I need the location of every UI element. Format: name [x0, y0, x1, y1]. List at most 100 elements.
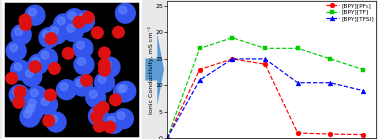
Circle shape [104, 113, 124, 133]
Circle shape [19, 14, 31, 26]
Circle shape [98, 102, 109, 113]
Circle shape [23, 101, 43, 121]
Circle shape [60, 83, 68, 90]
Circle shape [74, 55, 94, 75]
Circle shape [39, 28, 59, 48]
Circle shape [29, 8, 36, 16]
Circle shape [116, 81, 136, 101]
Circle shape [116, 3, 135, 23]
Circle shape [28, 99, 36, 107]
Circle shape [113, 26, 124, 38]
Circle shape [25, 96, 45, 116]
Circle shape [22, 66, 42, 86]
Circle shape [113, 109, 133, 129]
Circle shape [11, 60, 30, 80]
Circle shape [62, 48, 74, 59]
Circle shape [104, 60, 112, 68]
[BPY][PF₆] [230, 58, 235, 60]
Circle shape [28, 54, 48, 74]
Circle shape [99, 64, 110, 76]
Circle shape [99, 47, 110, 59]
Circle shape [13, 88, 20, 96]
Circle shape [27, 104, 35, 112]
[BPY][TFSI] [197, 79, 202, 81]
Circle shape [94, 105, 105, 116]
Circle shape [77, 41, 84, 49]
Circle shape [88, 106, 108, 126]
Circle shape [67, 25, 74, 32]
Circle shape [15, 28, 23, 35]
Circle shape [82, 12, 94, 23]
[BPY][PF₆] [263, 63, 267, 65]
Circle shape [37, 48, 57, 68]
Circle shape [100, 57, 120, 77]
Circle shape [104, 121, 116, 133]
Circle shape [20, 107, 40, 127]
[BPY][TF] [263, 48, 267, 49]
Circle shape [77, 58, 85, 65]
Circle shape [13, 97, 25, 108]
Circle shape [108, 116, 115, 124]
Circle shape [47, 24, 67, 44]
Circle shape [38, 95, 57, 115]
Circle shape [49, 63, 60, 74]
Circle shape [73, 38, 93, 58]
[BPY][PF₆] [328, 133, 333, 135]
Circle shape [57, 80, 76, 100]
Circle shape [119, 6, 127, 14]
Circle shape [22, 103, 42, 123]
Circle shape [72, 76, 92, 96]
Circle shape [119, 84, 127, 92]
Circle shape [73, 16, 85, 28]
Circle shape [89, 90, 97, 98]
Circle shape [43, 31, 50, 39]
Circle shape [32, 57, 40, 65]
Circle shape [20, 19, 31, 30]
Circle shape [63, 22, 83, 41]
Circle shape [91, 27, 103, 39]
Circle shape [41, 98, 49, 106]
[BPY][PF₆] [296, 132, 300, 134]
Circle shape [98, 75, 106, 83]
Circle shape [50, 115, 57, 123]
[BPY][TF] [296, 48, 300, 49]
Circle shape [27, 86, 47, 106]
[BPY][TFSI] [296, 82, 300, 84]
Circle shape [65, 9, 84, 29]
Polygon shape [146, 34, 164, 105]
Circle shape [6, 41, 26, 61]
Line: [BPY][TF]: [BPY][TF] [165, 35, 366, 139]
Y-axis label: Ionic Conductivity, mS cm⁻¹: Ionic Conductivity, mS cm⁻¹ [148, 25, 153, 114]
Circle shape [92, 109, 100, 117]
[BPY][TF] [197, 48, 202, 49]
Circle shape [54, 14, 74, 34]
Circle shape [29, 61, 41, 73]
Circle shape [14, 86, 26, 98]
Circle shape [51, 27, 59, 35]
Circle shape [9, 85, 29, 105]
Circle shape [110, 94, 121, 106]
Circle shape [14, 63, 22, 71]
[BPY][PF₆] [361, 134, 365, 135]
Circle shape [25, 106, 33, 114]
Circle shape [86, 87, 105, 107]
Circle shape [114, 82, 133, 102]
Circle shape [25, 5, 45, 25]
Circle shape [25, 70, 33, 77]
Circle shape [76, 79, 84, 87]
Circle shape [45, 33, 57, 44]
[BPY][TF] [328, 58, 333, 60]
Circle shape [94, 72, 115, 92]
[BPY][TFSI] [328, 82, 333, 84]
Circle shape [78, 14, 86, 22]
Circle shape [74, 11, 94, 31]
Circle shape [43, 115, 54, 126]
Circle shape [46, 112, 66, 132]
Circle shape [117, 85, 125, 93]
[BPY][TF] [230, 37, 235, 39]
Line: [BPY][PF₆]: [BPY][PF₆] [165, 56, 366, 139]
Circle shape [41, 51, 49, 59]
Circle shape [10, 44, 17, 52]
Circle shape [77, 15, 85, 23]
[BPY][TF] [361, 69, 365, 70]
